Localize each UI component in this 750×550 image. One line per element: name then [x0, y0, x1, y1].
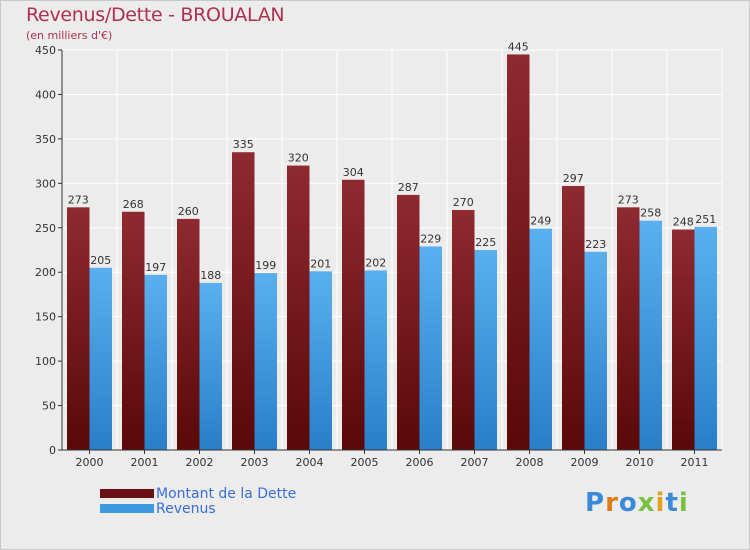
y-tick-label: 450 — [35, 44, 56, 57]
data-label-revenus: 223 — [585, 238, 606, 251]
x-tick-label: 2001 — [131, 456, 159, 469]
data-label-revenus: 225 — [475, 236, 496, 249]
x-tick-label: 2009 — [571, 456, 599, 469]
data-label-dette: 273 — [68, 193, 89, 206]
y-tick-label: 150 — [35, 311, 56, 324]
bar-dette — [67, 207, 90, 450]
bar-revenus — [144, 274, 167, 450]
data-label-dette: 287 — [398, 181, 419, 194]
bar-revenus — [364, 270, 387, 450]
data-label-revenus: 258 — [640, 207, 661, 220]
data-label-dette: 268 — [123, 198, 144, 211]
x-tick-label: 2004 — [296, 456, 324, 469]
legend-swatch-dette — [100, 489, 154, 498]
bar-dette — [452, 210, 475, 450]
bar-revenus — [89, 267, 112, 450]
bar-dette — [397, 194, 420, 450]
chart-subtitle: (en milliers d'€) — [26, 29, 113, 42]
x-tick-label: 2000 — [76, 456, 104, 469]
x-tick-label: 2008 — [516, 456, 544, 469]
logo-letter: P — [585, 488, 606, 518]
logo-letter: t — [665, 488, 679, 518]
bar-dette — [232, 152, 255, 450]
data-label-revenus: 249 — [530, 215, 551, 228]
legend-item-revenus: Revenus — [100, 500, 296, 517]
bar-revenus — [419, 246, 442, 450]
bar-revenus — [529, 228, 552, 450]
data-label-dette: 273 — [618, 193, 639, 206]
y-tick-label: 300 — [35, 177, 56, 190]
bar-dette — [177, 218, 200, 450]
data-label-revenus: 202 — [365, 256, 386, 269]
data-label-revenus: 188 — [200, 269, 221, 282]
bar-dette — [672, 229, 695, 450]
x-tick-label: 2007 — [461, 456, 489, 469]
proxiti-logo: Proxiti — [585, 488, 689, 518]
legend-item-dette: Montant de la Dette — [100, 485, 297, 502]
x-tick-label: 2003 — [241, 456, 269, 469]
legend-swatch-revenus — [100, 504, 154, 513]
x-tick-label: 2005 — [351, 456, 379, 469]
legend: Montant de la Dette Revenus — [100, 485, 297, 517]
bar-revenus — [309, 271, 332, 450]
data-label-dette: 248 — [673, 216, 694, 229]
data-label-revenus: 229 — [420, 232, 441, 245]
y-tick-label: 0 — [49, 444, 56, 457]
x-tick-label: 2010 — [626, 456, 654, 469]
data-label-dette: 297 — [563, 172, 584, 185]
data-label-dette: 270 — [453, 196, 474, 209]
logo-letter: i — [678, 488, 689, 518]
y-tick-label: 100 — [35, 355, 56, 368]
x-tick-label: 2002 — [186, 456, 214, 469]
y-tick-label: 400 — [35, 88, 56, 101]
bar-dette — [562, 186, 585, 450]
bar-revenus — [254, 273, 277, 450]
bar-revenus — [639, 220, 662, 450]
x-tick-label: 2011 — [681, 456, 709, 469]
bar-dette — [507, 54, 530, 450]
logo-letter: r — [605, 488, 619, 518]
bar-revenus — [694, 226, 717, 450]
data-label-revenus: 201 — [310, 257, 331, 270]
data-label-revenus: 199 — [255, 259, 276, 272]
data-label-dette: 304 — [343, 166, 364, 179]
data-label-dette: 335 — [233, 138, 254, 151]
y-tick-label: 50 — [42, 400, 56, 413]
data-label-dette: 320 — [288, 152, 309, 165]
y-tick-label: 250 — [35, 222, 56, 235]
bar-revenus — [584, 251, 607, 450]
bar-revenus — [474, 250, 497, 450]
y-tick-label: 200 — [35, 266, 56, 279]
chart-title: Revenus/Dette - BROUALAN — [26, 4, 285, 26]
bar-dette — [617, 207, 640, 450]
data-label-dette: 260 — [178, 205, 199, 218]
logo-letter: x — [637, 488, 656, 518]
bar-dette — [122, 211, 145, 450]
x-tick-label: 2006 — [406, 456, 434, 469]
bar-dette — [342, 179, 365, 450]
bar-dette — [287, 165, 310, 451]
legend-label-dette: Montant de la Dette — [156, 485, 297, 502]
data-label-dette: 445 — [508, 40, 529, 53]
legend-label-revenus: Revenus — [156, 500, 216, 517]
logo-letter: i — [655, 488, 666, 518]
bar-revenus — [199, 282, 222, 450]
data-label-revenus: 197 — [145, 261, 166, 274]
data-label-revenus: 205 — [90, 254, 111, 267]
logo-letter: o — [618, 488, 638, 518]
y-tick-label: 350 — [35, 133, 56, 146]
data-label-revenus: 251 — [695, 213, 716, 226]
